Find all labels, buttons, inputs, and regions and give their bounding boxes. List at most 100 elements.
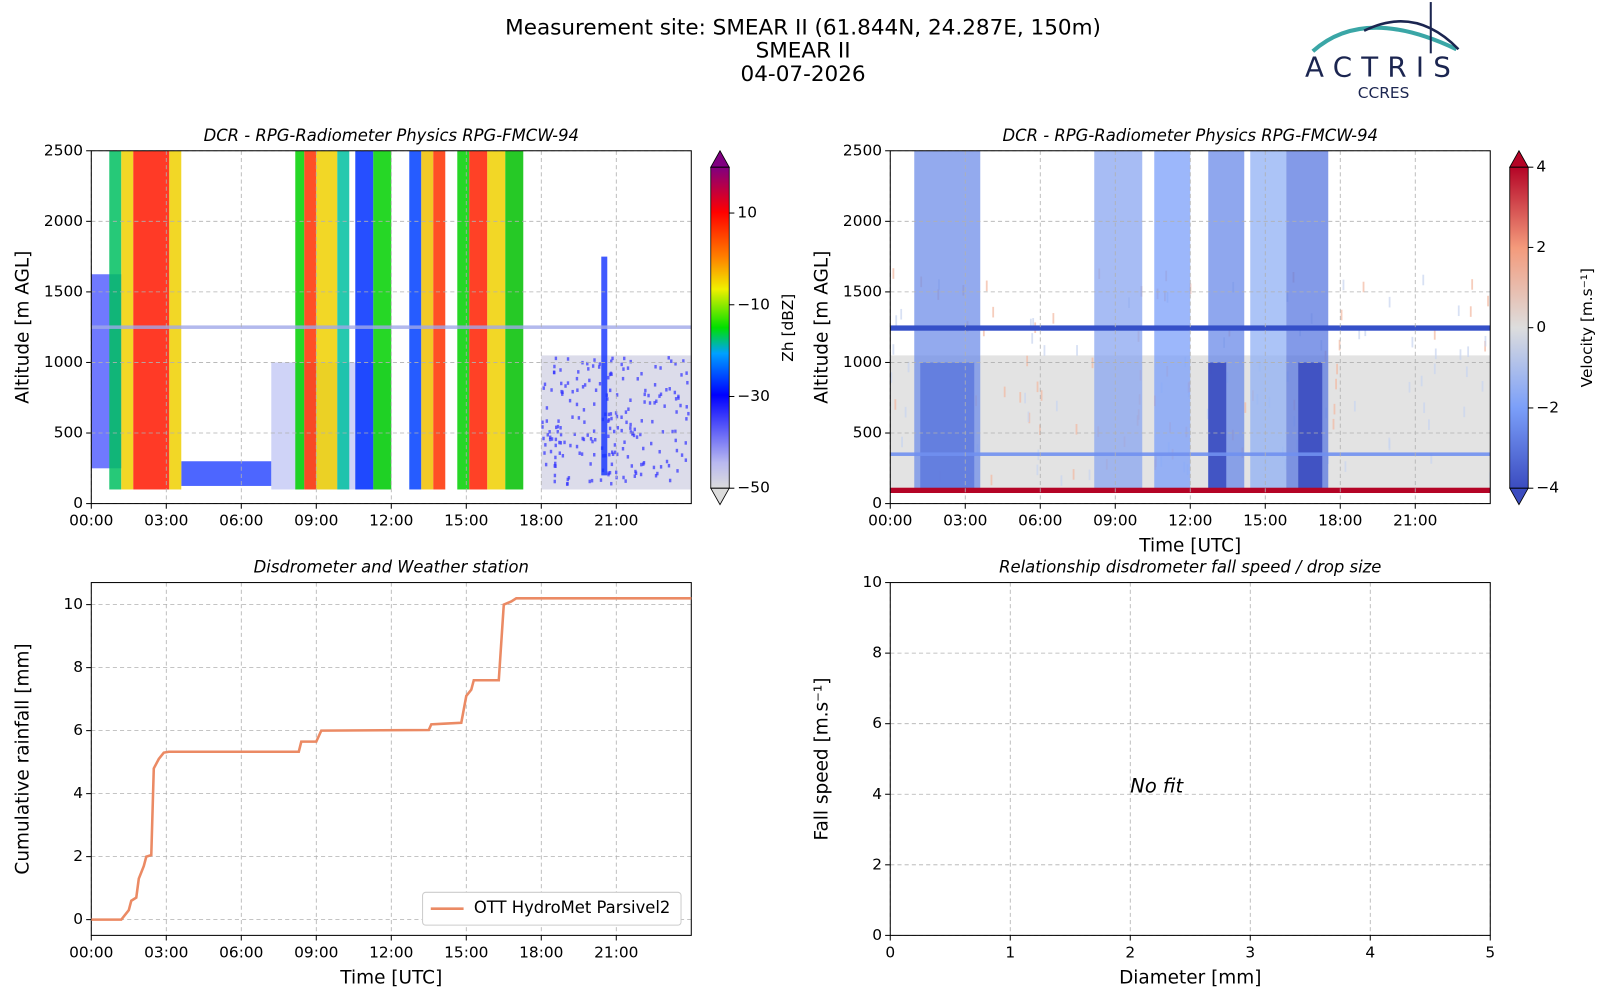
heatmap-cell (1467, 346, 1470, 357)
heatmap-cell (685, 371, 688, 375)
heatmap-cell (615, 414, 619, 419)
heatmap-cell (620, 362, 623, 367)
heatmap-cell (337, 150, 350, 490)
heatmap-cell (674, 429, 677, 434)
heatmap-cell (622, 475, 625, 480)
heatmap-cell (542, 436, 545, 441)
heatmap-cell (629, 422, 632, 427)
heatmap-cell (626, 455, 630, 459)
colorbar-tick-label: −2 (1536, 398, 1559, 416)
heatmap-cell (589, 462, 592, 466)
heatmap-cell (634, 469, 637, 474)
heatmap-cell (1040, 390, 1043, 401)
data-line (91, 597, 692, 921)
heatmap-cell (684, 441, 687, 445)
panel-title: Relationship disdrometer fall speed / dr… (999, 558, 1381, 577)
heatmap-cell (670, 359, 673, 363)
x-tick-label: 03:00 (943, 512, 987, 530)
heatmap-cell (680, 373, 683, 377)
heatmap-cell (561, 453, 565, 458)
colorbar-tick-label: 4 (1536, 158, 1546, 176)
heatmap-cell (553, 364, 556, 369)
heatmap-cell (1408, 381, 1411, 393)
heatmap-cell (181, 461, 272, 486)
x-tick-label: 09:00 (294, 943, 338, 961)
heatmap-cell (615, 393, 619, 397)
heatmap-cell (674, 438, 677, 443)
heatmap-cell (1031, 333, 1034, 344)
colorbar-label: Velocity [m.s⁻¹] (1578, 268, 1596, 387)
heatmap-cell (566, 381, 570, 385)
heatmap-cell (1422, 274, 1425, 286)
heatmap-cell (1029, 318, 1032, 330)
heatmap-cell (654, 473, 658, 478)
heatmap-cell (316, 150, 338, 490)
y-tick-label: 10 (862, 573, 882, 591)
heatmap-cell (543, 451, 546, 455)
heatmap-cell (588, 378, 591, 383)
heatmap-cell (640, 419, 643, 423)
heatmap-cell (630, 464, 634, 468)
heatmap-cell (671, 429, 674, 434)
y-tick-label: 2000 (44, 212, 83, 230)
heatmap-cell (668, 387, 671, 391)
heatmap-cell (1250, 150, 1287, 490)
heatmap-cell (1338, 339, 1341, 351)
heatmap-cell (594, 437, 597, 442)
heatmap-cell (1481, 381, 1484, 392)
heatmap-cell (1075, 423, 1078, 435)
y-tick-label: 0 (73, 910, 83, 928)
colorbar-extend (710, 149, 730, 168)
heatmap-cell (1032, 318, 1035, 329)
y-tick-label: 500 (853, 424, 882, 442)
heatmap-cell (659, 392, 663, 397)
heatmap-cell (1388, 437, 1391, 449)
heatmap-cell (552, 370, 556, 375)
site-name: SMEAR II (756, 38, 851, 63)
heatmap-cell (549, 435, 552, 440)
heatmap-cell (608, 470, 612, 475)
heatmap-cell (631, 432, 634, 436)
heatmap-cell (554, 443, 557, 448)
heatmap-cell (612, 429, 616, 434)
heatmap-cell (663, 404, 666, 408)
heatmap-cell (624, 410, 628, 414)
heatmap-cell (1433, 363, 1436, 375)
heatmap-cell (546, 433, 549, 437)
heatmap-cell (559, 441, 562, 445)
x-tick-label: 03:00 (144, 512, 188, 530)
heatmap-cell (640, 371, 643, 376)
y-tick-label: 4 (73, 784, 83, 802)
heatmap-cell (1434, 348, 1437, 360)
y-tick-label: 6 (73, 721, 83, 739)
heatmap-cell (433, 150, 446, 490)
heatmap-cell (1076, 345, 1078, 356)
heatmap-cell (575, 402, 579, 407)
heatmap-cell (457, 150, 470, 490)
x-tick-label: 06:00 (219, 943, 263, 961)
heatmap-cell (982, 325, 985, 337)
x-tick-label: 09:00 (294, 512, 338, 530)
heatmap-cell (121, 150, 134, 490)
heatmap-cell (1388, 296, 1391, 308)
heatmap-cell (907, 361, 910, 373)
heatmap-cell (1003, 386, 1006, 398)
heatmap-cell (661, 430, 665, 434)
heatmap-cell (577, 370, 580, 374)
y-tick-label: 0 (73, 494, 83, 512)
heatmap-cell (622, 367, 625, 371)
heatmap-cell (1052, 313, 1055, 324)
colorbar-extend (1509, 149, 1529, 168)
heatmap-cell (541, 420, 544, 425)
heatmap-cell (295, 150, 305, 490)
heatmap-cell (573, 432, 576, 436)
heatmap-cell (591, 364, 595, 368)
heatmap-cell (610, 359, 613, 364)
heatmap-cell (914, 150, 981, 490)
heatmap-cell (623, 356, 626, 361)
heatmap-cell (586, 433, 589, 437)
x-tick-label: 2 (1125, 943, 1135, 961)
heatmap-cell (577, 416, 581, 420)
heatmap-cell (469, 150, 488, 490)
